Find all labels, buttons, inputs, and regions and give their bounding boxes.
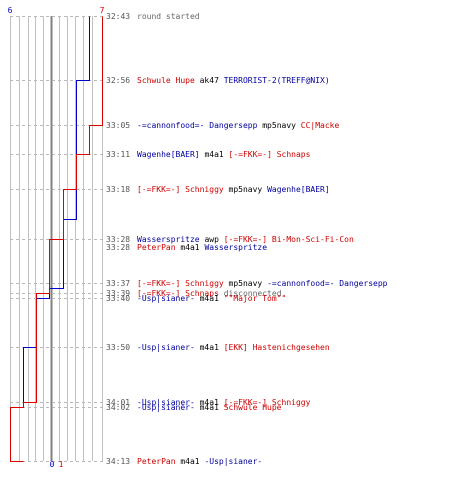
event-segment: -Usp|sianer- (137, 343, 195, 352)
event-text: -=cannonfood=- Dangersepp mp5navy CC|Mac… (137, 121, 339, 130)
event-log: 32:43 round started 32:56 Schwule Hupe ak47… (106, 12, 388, 466)
event-segment: mp5navy (224, 185, 267, 194)
event-segment: m4a1 (195, 294, 224, 303)
event-segment: m4a1 (195, 403, 224, 412)
event-time: 34:02 (106, 403, 130, 412)
event-time: 33:40 (106, 294, 130, 303)
event-text: Schwule Hupe ak47 TERRORIST-2(TREFF@NIX) (137, 76, 330, 85)
event-segment: m4a1 (195, 343, 224, 352)
event-segment: [-=FKK=-] Schnaps (137, 289, 219, 298)
event-text: -Usp|sianer- m4a1 [EKK] Hastenichgesehen (137, 343, 330, 352)
series-line-red (10, 16, 103, 462)
event-segment: [EKK] Hastenichgesehen (224, 343, 330, 352)
event-time: 32:56 (106, 76, 130, 85)
event-segment: -=cannonfood=- Dangersepp (137, 121, 258, 130)
event-segment: TERRORIST-2(TREFF@NIX) (224, 76, 330, 85)
grid-lines (10, 16, 103, 461)
event-text: PeterPan m4a1 Wasserspritze (137, 243, 267, 252)
event-text: Wagenhe[BAER] m4a1 [-=FKK=-] Schnaps (137, 150, 311, 159)
event-time: 33:37 (106, 279, 130, 288)
event-segment: ak47 (195, 76, 224, 85)
event-segment: Wasserspritze (137, 235, 200, 244)
event-segment: Schwule Hupe (137, 76, 195, 85)
event-time: 33:28 (106, 243, 130, 252)
event-segment: -Usp|sianer- (137, 403, 195, 412)
axis-labels: 6 7 0 1 (8, 6, 105, 469)
event-segment: mp5navy (224, 279, 267, 288)
event-time: 33:11 (106, 150, 130, 159)
event-segment: m4a1 (176, 457, 205, 466)
axis-label-bottom-right: 1 (59, 460, 64, 469)
event-time: 34:13 (106, 457, 130, 466)
event-segment: PeterPan (137, 457, 176, 466)
event-segment: mp5navy (257, 121, 300, 130)
event-segment: [-=FKK=-] Bi-Mon-Sci-Fi-Con (224, 235, 354, 244)
event-text: round started (137, 12, 200, 21)
event-text: PeterPan m4a1 -Usp|sianer- (137, 457, 262, 466)
event-segment: m4a1 (195, 398, 224, 407)
axis-label-bottom-left: 0 (50, 460, 55, 469)
event-segment: Wagenhe[BAER] (137, 150, 200, 159)
event-segment: Wagenhe[BAER] (267, 185, 330, 194)
event-segment: awp (200, 235, 224, 244)
series-lines (10, 16, 103, 462)
event-time: 33:18 (106, 185, 130, 194)
event-segment: PeterPan (137, 243, 176, 252)
event-text: [-=FKK=-] Schnaps disconnected (137, 289, 282, 298)
event-segment: round started (137, 12, 200, 21)
event-segment: -Usp|sianer- (204, 457, 262, 466)
event-text: -Usp|sianer- m4a1 [-=FKK=-] Schniggy (137, 398, 311, 407)
event-text: -Usp|sianer- m4a1 ""Major Tom"" (137, 294, 286, 303)
event-segment: CC|Macke (301, 121, 340, 130)
event-time: 33:28 (106, 235, 130, 244)
event-segment: disconnected (219, 289, 282, 298)
event-segment: Wasserspritze (204, 243, 267, 252)
event-time: 32:43 (106, 12, 130, 21)
event-segment: m4a1 (200, 150, 229, 159)
event-segment: [-=FKK=-] Schniggy (137, 279, 224, 288)
axis-label-top-right: 7 (100, 6, 105, 15)
event-segment: -Usp|sianer- (137, 294, 195, 303)
event-segment: [-=FKK=-] Schniggy (137, 185, 224, 194)
event-text: Wasserspritze awp [-=FKK=-] Bi-Mon-Sci-F… (137, 235, 354, 244)
event-text: -Usp|sianer- m4a1 Schwule Hupe (137, 403, 282, 412)
event-time: 33:05 (106, 121, 130, 130)
event-text: [-=FKK=-] Schniggy mp5navy -=cannonfood=… (137, 279, 388, 288)
axis-label-top-left: 6 (8, 6, 13, 15)
event-segment: ""Major Tom"" (224, 294, 287, 303)
event-segment: m4a1 (176, 243, 205, 252)
event-segment: -=cannonfood=- Dangersepp (267, 279, 388, 288)
event-time: 33:39 (106, 289, 130, 298)
event-segment: Schwule Hupe (224, 403, 282, 412)
event-segment: [-=FKK=-] Schniggy (224, 398, 311, 407)
event-text: [-=FKK=-] Schniggy mp5navy Wagenhe[BAER] (137, 185, 330, 194)
event-segment: -Usp|sianer- (137, 398, 195, 407)
event-time: 33:50 (106, 343, 130, 352)
event-time: 34:01 (106, 398, 130, 407)
event-segment: [-=FKK=-] Schnaps (229, 150, 311, 159)
